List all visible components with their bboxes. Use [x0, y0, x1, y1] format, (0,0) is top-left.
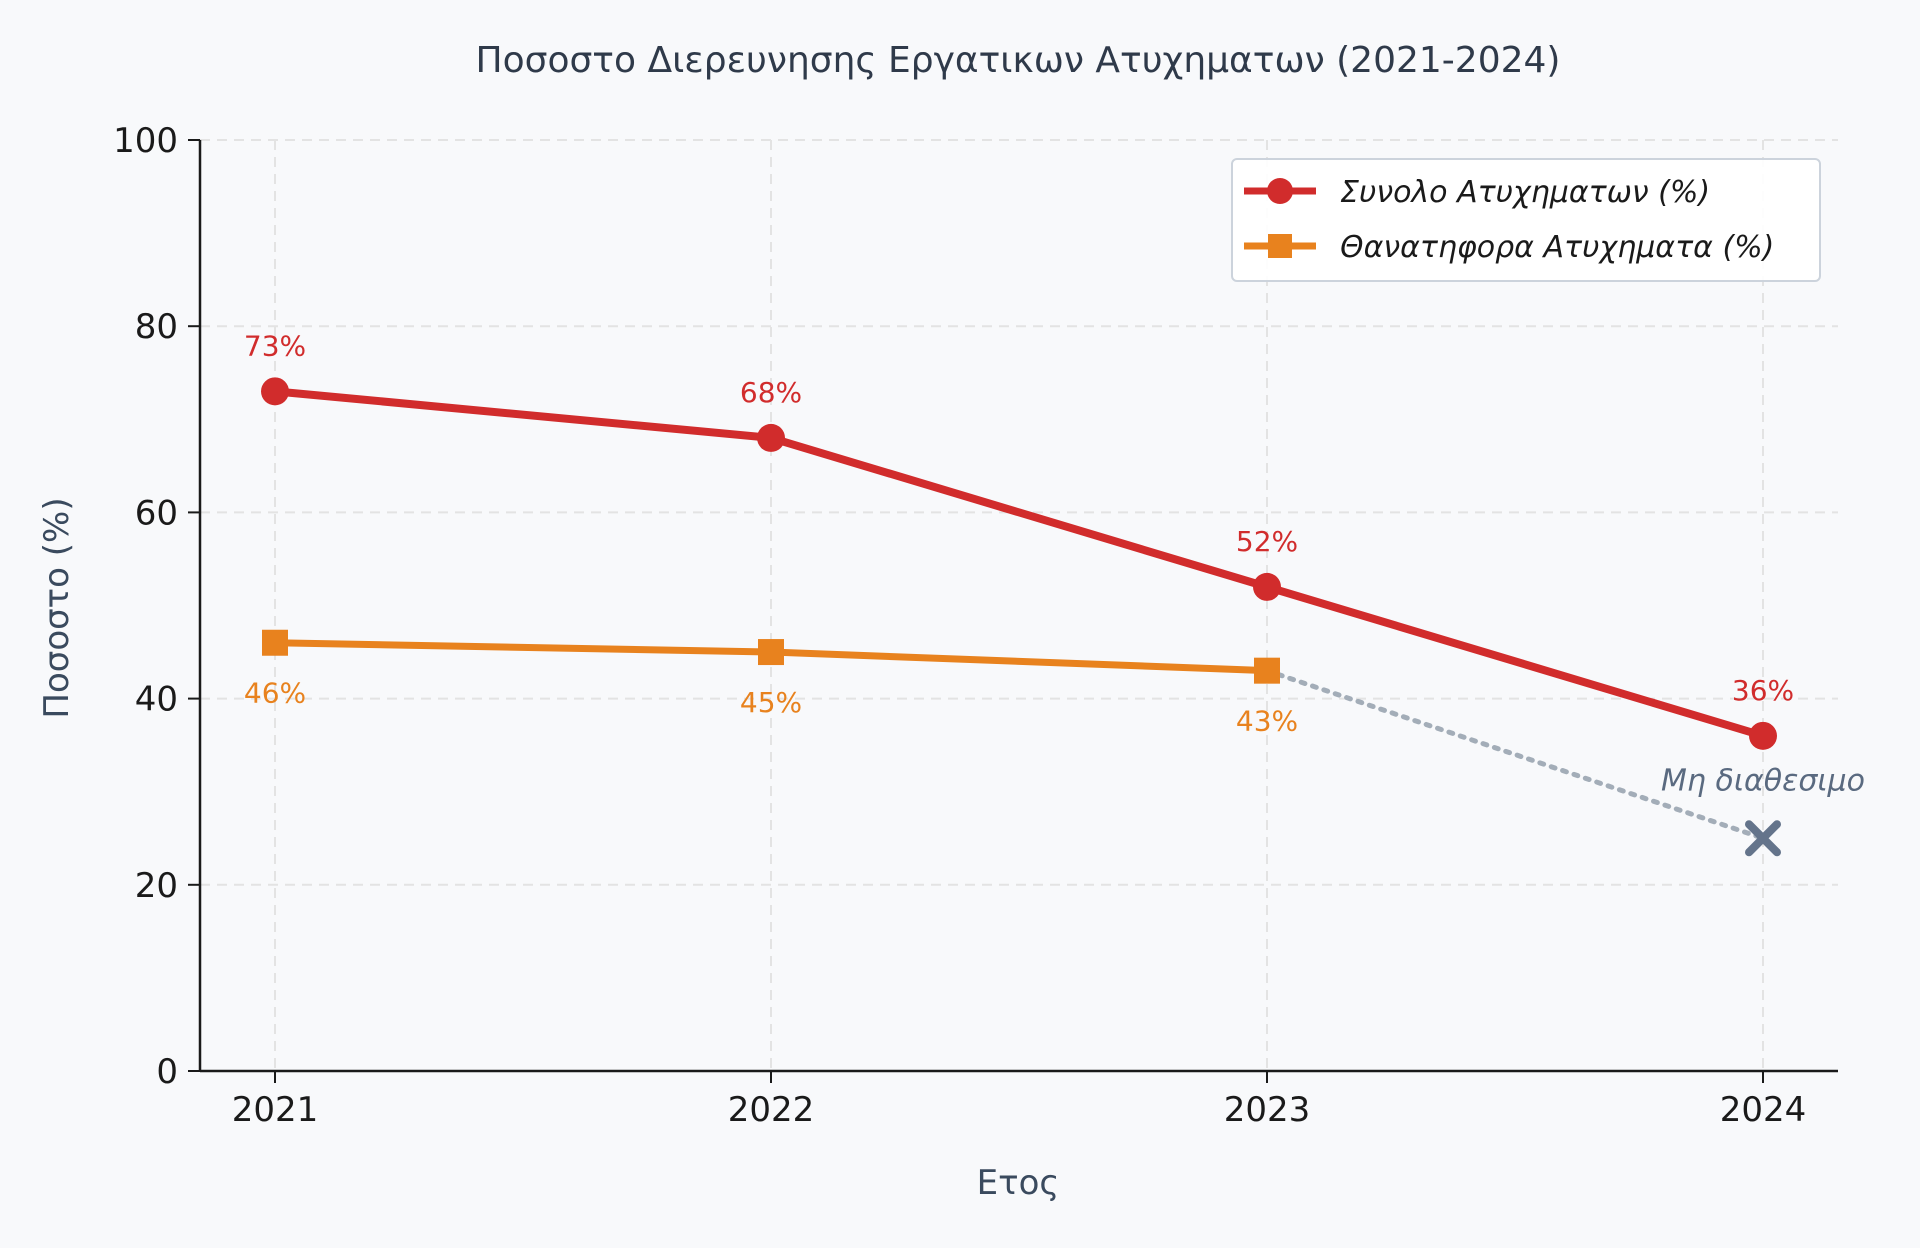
- y-tick-label: 80: [135, 307, 178, 347]
- data-label: 36%: [1732, 674, 1794, 707]
- series-point: [1253, 572, 1281, 601]
- series-point: [757, 423, 785, 452]
- data-label: 68%: [740, 376, 802, 409]
- missing-data-connector: [1264, 668, 1766, 841]
- series-point: [1749, 721, 1777, 750]
- y-tick-label: 100: [113, 121, 178, 161]
- y-tick-label: 60: [135, 493, 178, 533]
- series-point: [758, 639, 784, 666]
- missing-point-annotation: Μη διαθεσιμο: [1661, 763, 1865, 798]
- series-line-1: [271, 387, 1767, 740]
- x-tick-label: 2023: [1224, 1090, 1311, 1130]
- x-tick-label: 2022: [728, 1090, 815, 1130]
- data-label: 45%: [740, 686, 802, 719]
- legend-label: Συνολο Ατυχηματων (%): [1340, 175, 1710, 210]
- data-label: 43%: [1236, 705, 1298, 738]
- missing-point-marker: [1745, 820, 1781, 857]
- y-tick-label: 40: [135, 680, 178, 720]
- axes: 0 20 40 60 80 100 2021 2022 2023 2024: [113, 121, 1838, 1130]
- legend-marker: [1267, 178, 1293, 204]
- y-tick-label: 0: [156, 1052, 178, 1092]
- series: [261, 377, 1781, 857]
- chart-title: Ποσοστο Διερευνησης Εργατικων Ατυχηματων…: [476, 40, 1561, 81]
- data-label: 46%: [244, 677, 306, 710]
- legend-box: [1231, 158, 1821, 282]
- series-point: [262, 629, 288, 656]
- y-tick-label: 20: [135, 866, 178, 906]
- y-axis-title: Ποσοστο (%): [37, 497, 77, 718]
- series-point: [261, 377, 289, 406]
- x-tick-label: 2021: [232, 1090, 319, 1130]
- x-tick-label: 2024: [1720, 1090, 1807, 1130]
- legend: Συνολο Ατυχηματων (%) Θανατηφορα Ατυχηματ…: [1231, 158, 1821, 282]
- x-axis-title: Ετος: [977, 1163, 1060, 1203]
- data-labels: 73% 68% 52% 36% 46% 45% 43% Μη διαθεσιμο: [244, 329, 1865, 798]
- legend-label: Θανατηφορα Ατυχηματα (%): [1340, 230, 1774, 265]
- legend-marker: [1268, 234, 1292, 258]
- data-label: 52%: [1236, 525, 1298, 558]
- data-label: 73%: [244, 329, 306, 362]
- series-point: [1254, 657, 1280, 684]
